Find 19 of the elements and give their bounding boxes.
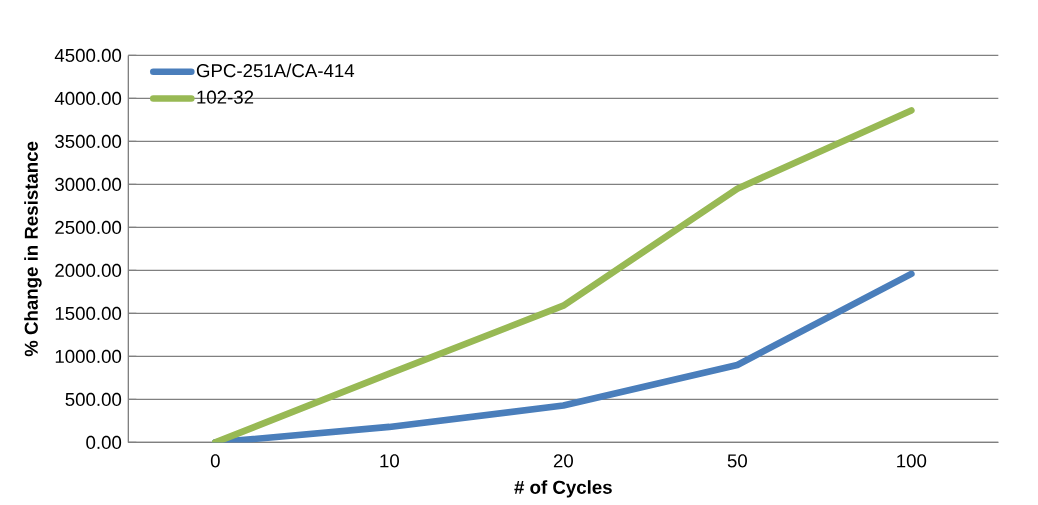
x-tick-label: 0 (210, 454, 220, 468)
y-tick-label: 4500.00 (54, 48, 122, 63)
y-tick-label: 1000.00 (55, 349, 122, 364)
y-tick-label: 3500.00 (55, 134, 122, 149)
y-tick-label: 0.00 (86, 435, 122, 450)
x-tick-label: 100 (897, 454, 927, 468)
y-tick-label: 2500.00 (55, 220, 122, 235)
x-axis-title: # of Cycles (514, 480, 612, 498)
x-tick-label: 50 (727, 454, 747, 468)
y-tick-label: 4000.00 (54, 91, 122, 106)
y-tick-label: 2000.00 (55, 263, 122, 278)
y-tick-label: 3000.00 (55, 177, 122, 192)
x-tick-label: 10 (380, 454, 399, 468)
y-tick-label: 1500.00 (55, 306, 122, 321)
legend-label: 102-32 (197, 90, 254, 104)
legend-label: GPC-251A/CA-414 (196, 63, 355, 78)
y-tick-label: 500.00 (65, 392, 122, 407)
y-axis-title: % Change in Resistance (24, 141, 42, 357)
x-tick-label: 20 (553, 454, 573, 468)
